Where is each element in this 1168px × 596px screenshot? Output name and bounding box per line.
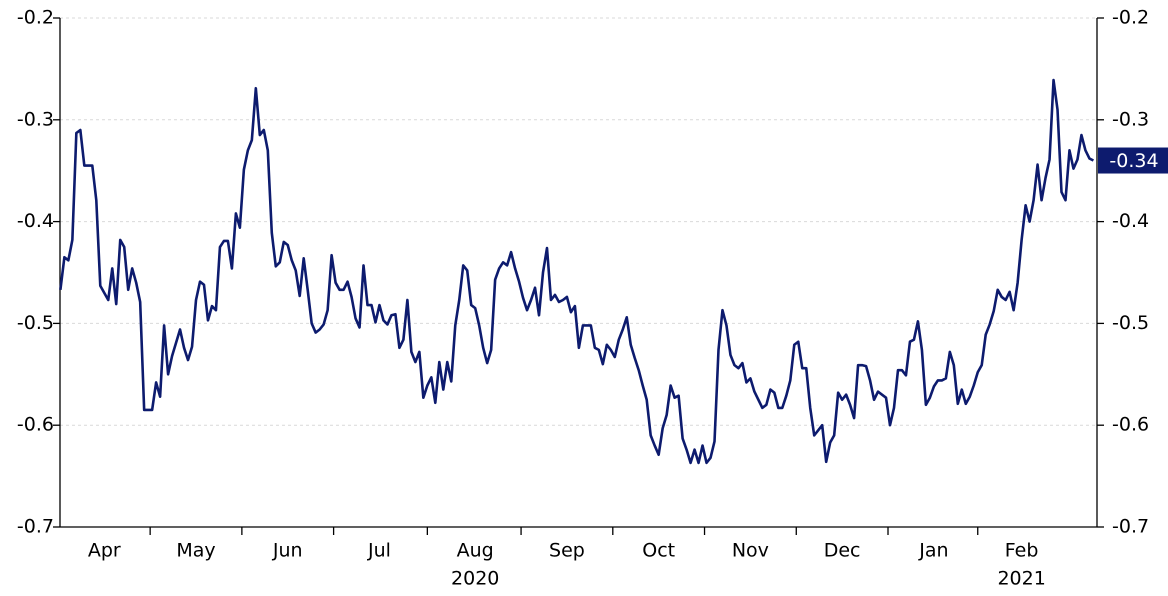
year-label: 2021 [997,568,1045,590]
y-tick-label: -0.2 [17,7,54,29]
y2-tick-label: -0.7 [1112,516,1149,538]
y2-tick-label: -0.5 [1112,312,1149,334]
y-tick-label: -0.3 [17,108,54,130]
y-tick-label: -0.6 [17,414,54,436]
last-value-box [1098,147,1168,174]
y2-tick-label: -0.3 [1112,108,1149,130]
x-tick-label: Aug [457,540,494,562]
x-tick-label: Jun [272,540,303,562]
y-tick-label: -0.4 [17,210,54,232]
y2-tick-label: -0.6 [1112,414,1149,436]
x-tick-label: Sep [549,540,585,562]
x-tick-label: Nov [732,540,769,562]
x-tick-label: Apr [88,540,121,562]
y2-tick-label: -0.2 [1112,7,1149,29]
x-tick-label: Jul [367,540,391,562]
last-value-label: -0.34 [1109,150,1158,172]
year-label: 2020 [451,568,499,590]
x-tick-label: Dec [824,540,861,562]
y-tick-label: -0.7 [17,516,54,538]
y2-tick-label: -0.4 [1112,210,1149,232]
x-tick-label: May [176,540,215,562]
x-tick-label: Feb [1005,540,1039,562]
y-tick-label: -0.5 [17,312,54,334]
x-tick-label: Oct [642,540,675,562]
data-line [59,78,1095,465]
x-tick-label: Jan [918,540,948,562]
